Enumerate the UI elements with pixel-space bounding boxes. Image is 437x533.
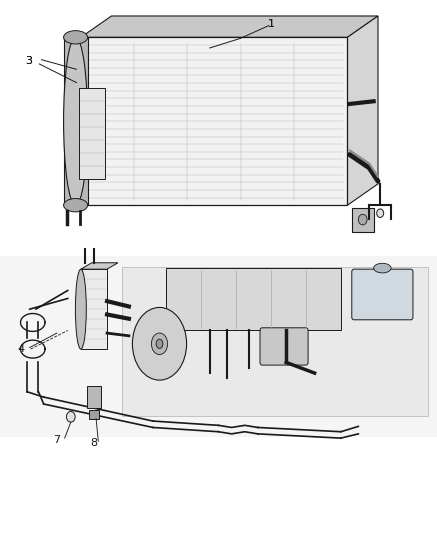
Text: 3: 3 [25, 56, 32, 66]
Ellipse shape [75, 269, 87, 349]
Ellipse shape [151, 333, 168, 354]
Ellipse shape [64, 37, 87, 205]
Polygon shape [347, 16, 378, 205]
Ellipse shape [374, 263, 391, 273]
Circle shape [377, 209, 384, 217]
Text: 1: 1 [267, 19, 274, 29]
Polygon shape [79, 88, 105, 179]
Text: 3: 3 [25, 56, 32, 66]
Ellipse shape [64, 30, 87, 44]
Polygon shape [81, 263, 118, 269]
Polygon shape [122, 266, 428, 416]
Ellipse shape [64, 198, 87, 212]
Polygon shape [64, 37, 87, 205]
Circle shape [66, 411, 75, 422]
FancyBboxPatch shape [260, 328, 308, 365]
Polygon shape [81, 269, 107, 349]
FancyBboxPatch shape [87, 386, 101, 408]
FancyBboxPatch shape [89, 410, 99, 419]
Ellipse shape [132, 308, 187, 380]
Text: 1: 1 [267, 19, 274, 29]
FancyBboxPatch shape [352, 208, 374, 232]
FancyBboxPatch shape [352, 269, 413, 320]
Text: 4: 4 [17, 344, 24, 354]
Polygon shape [81, 16, 378, 37]
Text: 8: 8 [90, 439, 97, 448]
Circle shape [358, 214, 367, 225]
Text: 7: 7 [53, 435, 60, 445]
Polygon shape [166, 268, 341, 330]
Ellipse shape [156, 339, 163, 349]
Polygon shape [0, 256, 437, 437]
Polygon shape [81, 37, 347, 205]
